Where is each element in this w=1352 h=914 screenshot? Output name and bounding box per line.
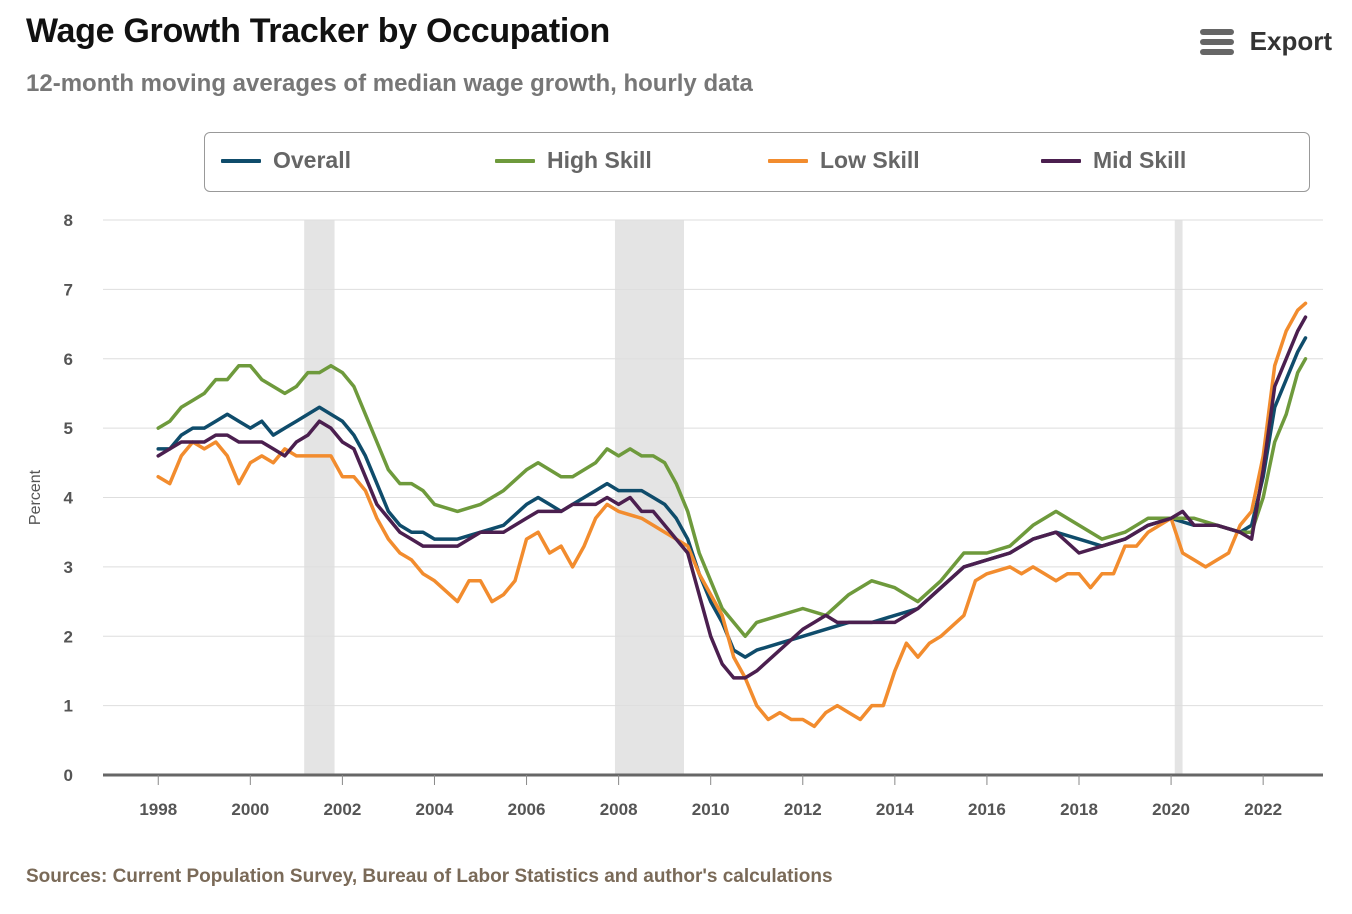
chart-legend: Overall High Skill Low Skill Mid Skill [204, 132, 1310, 192]
y-axis-label: Percent [27, 469, 44, 525]
x-tick-label-2016: 2016 [968, 800, 1006, 819]
y-tick-label-8: 8 [64, 211, 73, 230]
legend-label-mid-skill: Mid Skill [1093, 147, 1187, 173]
hamburger-menu-icon [1199, 28, 1234, 55]
x-tick-label-2022: 2022 [1244, 800, 1282, 819]
x-tick-label-2004: 2004 [416, 800, 454, 819]
y-tick-label-4: 4 [64, 489, 74, 508]
source-note: Sources: Current Population Survey, Bure… [26, 866, 833, 887]
chart-title: Wage Growth Tracker by Occupation [26, 12, 610, 50]
x-tick-label-1998: 1998 [139, 800, 177, 819]
legend-label-high-skill: High Skill [547, 147, 652, 173]
y-tick-label-2: 2 [64, 627, 73, 646]
x-tick-label-2000: 2000 [231, 800, 269, 819]
y-tick-label-7: 7 [64, 280, 73, 299]
series-line-high-skill [156, 357, 1308, 639]
legend-label-overall: Overall [273, 147, 351, 173]
legend-item-high-skill[interactable]: High Skill [495, 147, 652, 174]
legend-item-overall[interactable]: Overall [221, 147, 351, 174]
y-tick-label-3: 3 [64, 558, 73, 577]
y-tick-label-1: 1 [64, 697, 73, 716]
series-line-mid-skill [156, 315, 1308, 680]
x-tick-label-2010: 2010 [692, 800, 730, 819]
x-tick-label-2002: 2002 [323, 800, 361, 819]
chart-subtitle: 12-month moving averages of median wage … [26, 70, 753, 97]
x-tick-label-2008: 2008 [600, 800, 638, 819]
x-tick-label-2018: 2018 [1060, 800, 1098, 819]
x-tick-label-2020: 2020 [1152, 800, 1190, 819]
x-tick-label-2012: 2012 [784, 800, 822, 819]
export-label: Export [1249, 26, 1332, 56]
y-tick-label-0: 0 [64, 766, 73, 785]
series-line-low-skill [156, 301, 1308, 729]
x-tick-label-2006: 2006 [508, 800, 546, 819]
legend-swatch-overall [221, 158, 261, 163]
line-chart: 0 1 2 3 4 5 6 7 8 Percent 1998 2000 2002 2004 2006 2008… [27, 211, 1323, 819]
y-tick-label-5: 5 [64, 419, 73, 438]
x-tick-label-2014: 2014 [876, 800, 914, 819]
y-tick-label-6: 6 [64, 350, 73, 369]
export-button[interactable]: Export [1199, 26, 1332, 57]
legend-item-mid-skill[interactable]: Mid Skill [1041, 147, 1186, 174]
legend-swatch-high-skill [495, 158, 535, 163]
legend-swatch-low-skill [768, 158, 808, 163]
legend-swatch-mid-skill [1041, 158, 1081, 163]
series-line-overall [156, 336, 1308, 659]
legend-label-low-skill: Low Skill [820, 147, 920, 173]
legend-item-low-skill[interactable]: Low Skill [768, 147, 920, 174]
